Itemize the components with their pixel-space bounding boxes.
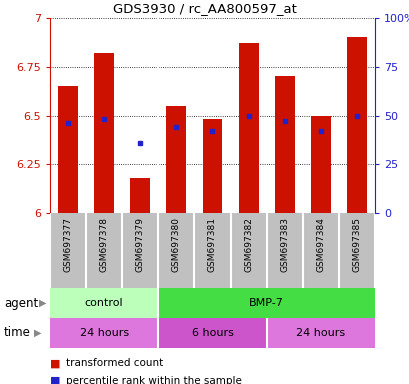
Text: BMP-7: BMP-7 xyxy=(249,298,283,308)
Text: GSM697378: GSM697378 xyxy=(99,217,108,272)
Text: GSM697382: GSM697382 xyxy=(243,217,252,271)
Text: GSM697383: GSM697383 xyxy=(279,217,288,272)
Text: GSM697381: GSM697381 xyxy=(207,217,216,272)
Bar xyxy=(58,86,78,213)
Bar xyxy=(158,288,374,318)
Text: transformed count: transformed count xyxy=(66,358,163,368)
Text: time: time xyxy=(4,326,31,339)
Bar xyxy=(130,178,150,213)
Bar xyxy=(202,119,222,213)
Text: GSM697380: GSM697380 xyxy=(171,217,180,272)
Text: GSM697385: GSM697385 xyxy=(352,217,361,272)
Text: GSM697377: GSM697377 xyxy=(63,217,72,272)
Bar xyxy=(158,318,266,348)
Text: control: control xyxy=(85,298,123,308)
Bar xyxy=(274,76,294,213)
Text: 6 hours: 6 hours xyxy=(191,328,233,338)
Text: ▶: ▶ xyxy=(34,328,41,338)
Text: GSM697379: GSM697379 xyxy=(135,217,144,272)
Bar xyxy=(310,116,330,213)
Bar xyxy=(346,38,366,213)
Text: ■: ■ xyxy=(50,358,61,368)
Text: agent: agent xyxy=(4,296,38,310)
Text: 24 hours: 24 hours xyxy=(296,328,344,338)
Text: GSM697384: GSM697384 xyxy=(316,217,324,271)
Text: ■: ■ xyxy=(50,376,61,384)
Text: ▶: ▶ xyxy=(39,298,46,308)
Text: percentile rank within the sample: percentile rank within the sample xyxy=(66,376,242,384)
Bar xyxy=(166,106,186,213)
Bar xyxy=(50,318,158,348)
Text: 24 hours: 24 hours xyxy=(79,328,128,338)
Bar xyxy=(94,53,114,213)
Text: GDS3930 / rc_AA800597_at: GDS3930 / rc_AA800597_at xyxy=(113,2,296,15)
Bar xyxy=(266,318,374,348)
Bar xyxy=(238,43,258,213)
Bar xyxy=(50,288,158,318)
